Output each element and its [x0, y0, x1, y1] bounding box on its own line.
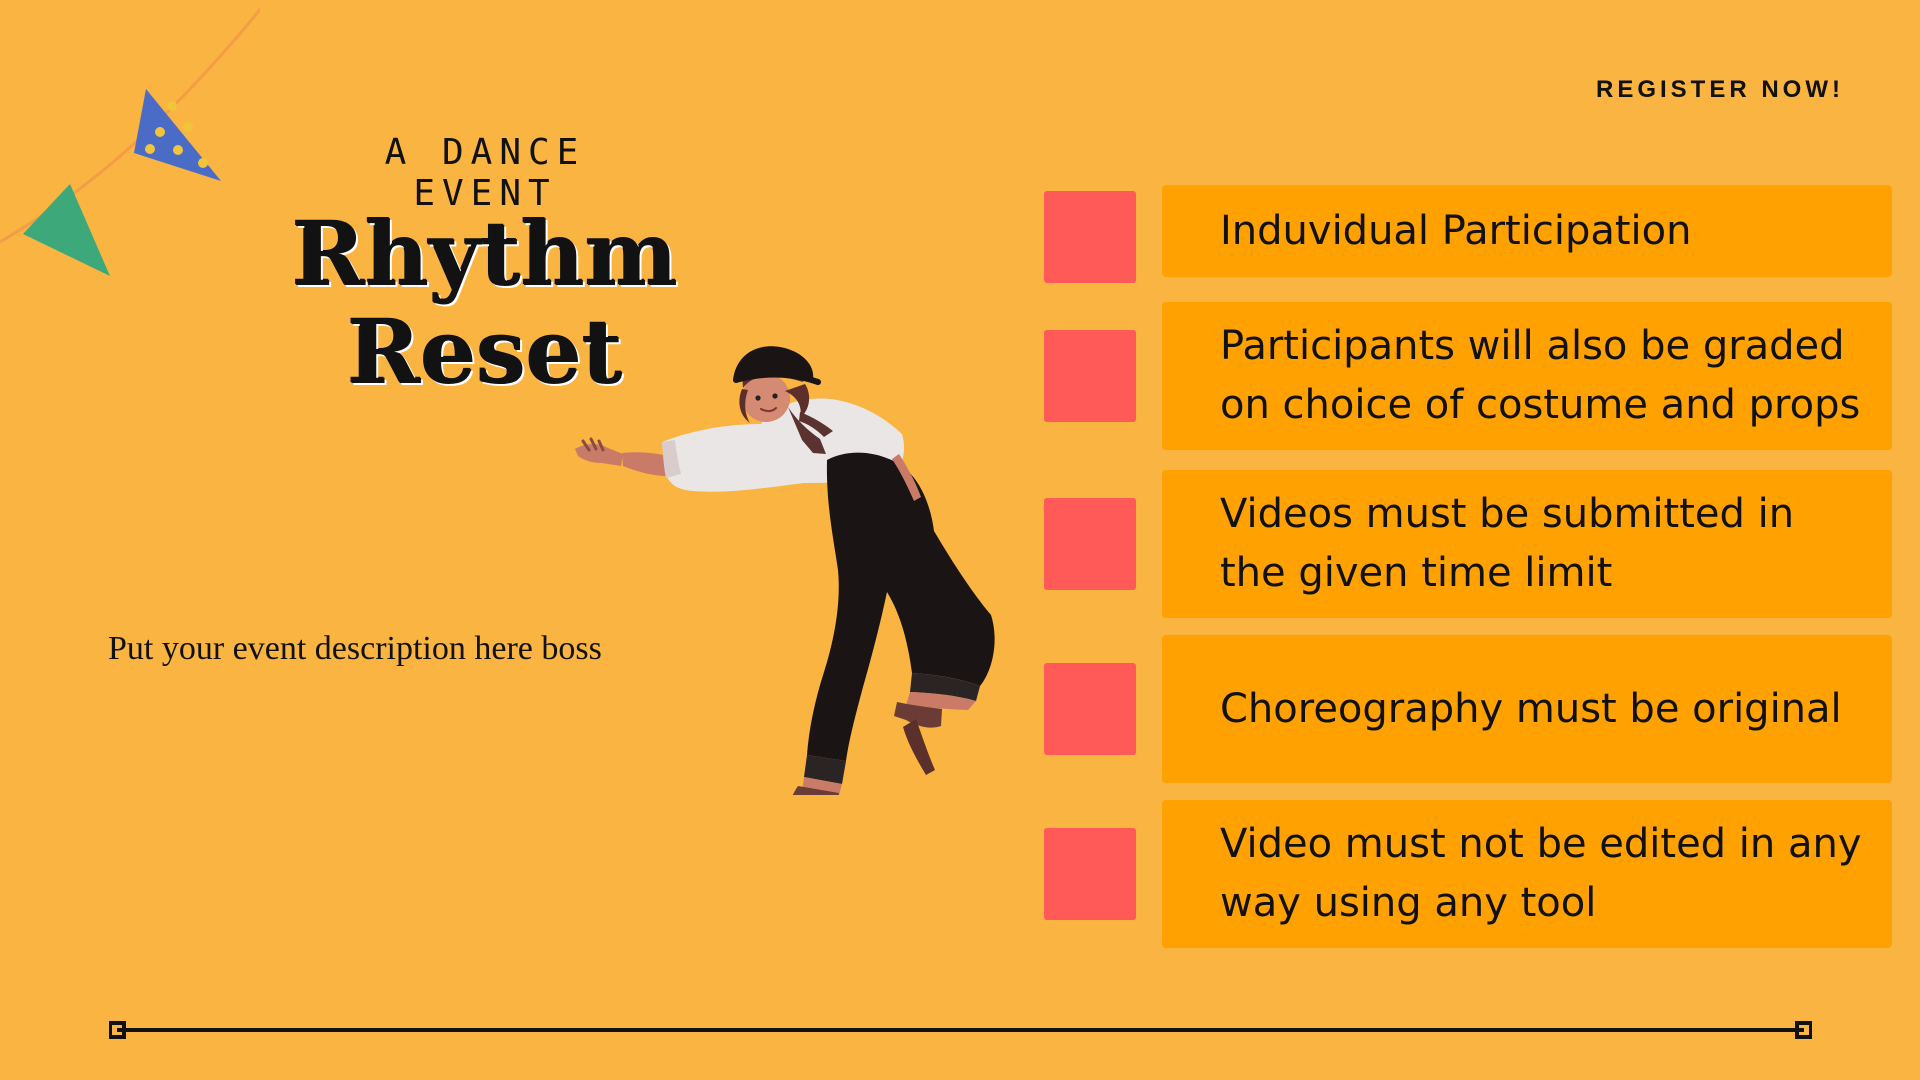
rule-item: Choreography must be original: [1044, 635, 1892, 783]
party-flags-icon: [0, 7, 260, 276]
rule-marker: [1044, 498, 1136, 590]
rule-box: Video must not be edited in any way usin…: [1162, 800, 1892, 948]
rule-item: Participants will also be graded on choi…: [1044, 302, 1892, 450]
rule-marker: [1044, 828, 1136, 920]
event-eyebrow: A DANCE EVENT: [384, 132, 586, 214]
rule-text: Video must not be edited in any way usin…: [1220, 821, 1862, 926]
rule-box: Choreography must be original: [1162, 635, 1892, 783]
rule-marker: [1044, 663, 1136, 755]
event-description: Put your event description here boss: [108, 630, 602, 667]
rule-text: Induvidual Participation: [1220, 207, 1692, 254]
rule-item: Video must not be edited in any way usin…: [1044, 800, 1892, 948]
rule-item: Videos must be submitted in the given ti…: [1044, 470, 1892, 618]
event-title-line-1: Rhythm: [292, 202, 678, 306]
event-title-line-2: Reset: [347, 300, 623, 404]
event-title: Rhythm Reset: [250, 205, 720, 401]
rule-box: Videos must be submitted in the given ti…: [1162, 470, 1892, 618]
register-now-button[interactable]: REGISTER NOW!: [1596, 76, 1844, 103]
rule-box: Participants will also be graded on choi…: [1162, 302, 1892, 450]
dancer-illustration: [575, 346, 995, 795]
rule-text: Participants will also be graded on choi…: [1220, 323, 1861, 428]
rule-text: Videos must be submitted in the given ti…: [1220, 491, 1795, 596]
rule-marker: [1044, 191, 1136, 283]
bottom-divider: [109, 1021, 1812, 1039]
rule-text: Choreography must be original: [1220, 685, 1842, 732]
rule-box: Induvidual Participation: [1162, 185, 1892, 277]
rule-item: Induvidual Participation: [1044, 185, 1892, 283]
rule-marker: [1044, 330, 1136, 422]
